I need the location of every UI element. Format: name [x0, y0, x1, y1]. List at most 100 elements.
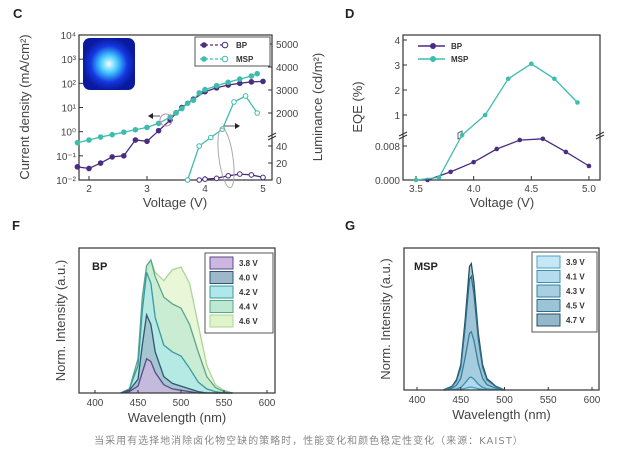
- y-tick-label: 4: [394, 36, 400, 47]
- panel-label-c: C: [13, 6, 23, 21]
- x-tick-label: 400: [87, 398, 104, 409]
- legend-marker-open: [221, 55, 229, 63]
- x-tick-label: 5.0: [582, 184, 596, 195]
- legend-marker-filled: [201, 42, 207, 48]
- y-left-tick-label: 10⁻²: [56, 176, 76, 187]
- x-tick-label: 550: [540, 395, 557, 406]
- data-point: [190, 97, 197, 104]
- axis-break-mark: [398, 131, 408, 137]
- data-point: [254, 110, 261, 116]
- x-tick-label: 4.5: [524, 184, 538, 195]
- spectrum-area-39V: [443, 387, 505, 390]
- data-point: [459, 132, 465, 138]
- y-axis-title: Norm. Intensity (a.u.): [378, 258, 393, 379]
- y-right-tick-label: 2000: [276, 109, 299, 120]
- data-point: [109, 131, 115, 138]
- y-left-tick-label: 10⁴: [61, 31, 76, 42]
- x-tick-label: 3: [144, 184, 150, 195]
- data-point: [86, 165, 92, 172]
- x-axis-title: Wavelength (nm): [128, 410, 227, 425]
- legend-label-msp: MSP: [236, 55, 254, 64]
- legend-label: 4.4 V: [239, 303, 258, 312]
- x-tick-label: 500: [173, 398, 190, 409]
- x-axis-title: Voltage (V): [143, 195, 207, 210]
- figure-caption: 当采用有选择地消除卤化物空缺的策略时，性能变化和颜色稳定性变化（来源：KAIST…: [94, 434, 524, 447]
- data-point: [225, 172, 231, 179]
- data-point: [202, 86, 208, 93]
- plot-sample-label: MSP: [414, 261, 438, 273]
- y-axis-title: EQE (%): [350, 81, 365, 132]
- data-point: [208, 134, 214, 141]
- y-axis-title: Norm. Intensity (a.u.): [53, 260, 68, 381]
- x-tick-label: 2: [86, 184, 92, 195]
- y-tick-label: 0.008: [375, 142, 400, 153]
- data-point: [505, 76, 511, 82]
- data-point: [155, 127, 162, 134]
- legend-swatch: [209, 285, 234, 299]
- legend-swatch: [209, 271, 234, 284]
- y-tick-label: 0.000: [375, 176, 400, 187]
- axis-break-mark: [398, 134, 408, 140]
- x-tick-label: 450: [452, 395, 469, 406]
- data-point: [202, 176, 208, 182]
- data-point: [213, 82, 220, 89]
- data-point: [260, 174, 266, 181]
- arrow-left-icon: [148, 113, 153, 119]
- y-tick-label: 3: [394, 61, 400, 72]
- inset-emission-photo: [83, 38, 135, 90]
- data-point: [97, 160, 104, 166]
- annotation-ellipse: [217, 127, 235, 189]
- legend-label-msp: MSP: [451, 55, 469, 64]
- y-right-tick-label: 0: [276, 176, 282, 187]
- legend-swatch: [536, 313, 561, 327]
- spectrum-line-43V: [443, 330, 505, 391]
- legend-swatch: [536, 270, 561, 283]
- data-point: [196, 143, 202, 149]
- x-axis-title: Wavelength (nm): [452, 407, 551, 422]
- data-point: [552, 76, 557, 82]
- data-point: [436, 175, 442, 180]
- y-left-tick-label: 10⁻¹: [56, 152, 76, 163]
- data-point: [563, 149, 569, 155]
- data-point: [213, 175, 220, 182]
- x-tick-label: 450: [130, 398, 147, 409]
- y-left-tick-label: 10²: [62, 79, 77, 90]
- axis-break-mark: [595, 131, 605, 137]
- x-tick-label: 400: [409, 395, 426, 406]
- data-point: [179, 105, 185, 112]
- y-right-tick-label: 40: [276, 142, 288, 153]
- legend-marker-filled: [201, 56, 207, 62]
- data-point: [231, 99, 237, 105]
- legend-label: 4.5 V: [566, 302, 585, 311]
- y-right-tick-label: 3000: [276, 86, 299, 97]
- y-tick-label: 1: [394, 111, 400, 122]
- plot-frame: [403, 247, 600, 391]
- plot-frame-d: [402, 34, 601, 181]
- data-point: [448, 169, 453, 175]
- arrow-right-icon: [235, 123, 240, 129]
- annotation-circle: [159, 113, 173, 127]
- data-point: [144, 138, 150, 145]
- spectrum-line-42V: [120, 272, 233, 394]
- data-point: [248, 79, 255, 85]
- data-point: [173, 110, 179, 116]
- data-point: [529, 61, 534, 67]
- legend-swatch: [209, 314, 234, 328]
- data-point: [540, 136, 546, 142]
- panel-label-d: D: [345, 6, 354, 21]
- x-tick-label: 4.0: [467, 184, 481, 195]
- y-left-tick-label: 10³: [62, 55, 77, 66]
- legend-swatch: [209, 300, 234, 313]
- data-point: [121, 153, 127, 159]
- y-right-tick-label: 4000: [276, 63, 299, 74]
- spectrum-line-45V: [443, 274, 505, 391]
- legend-label: 4.2 V: [239, 288, 258, 297]
- data-point: [237, 76, 243, 82]
- data-point: [196, 177, 202, 183]
- data-point: [225, 79, 231, 86]
- spectrum-area-45V: [443, 276, 505, 390]
- y-left-axis-title: Current density (mA/cm²): [17, 34, 32, 179]
- x-tick-label: 3.5: [409, 184, 423, 195]
- spectrum-area-41V: [443, 377, 505, 390]
- y-right-tick-label: 5000: [276, 40, 299, 51]
